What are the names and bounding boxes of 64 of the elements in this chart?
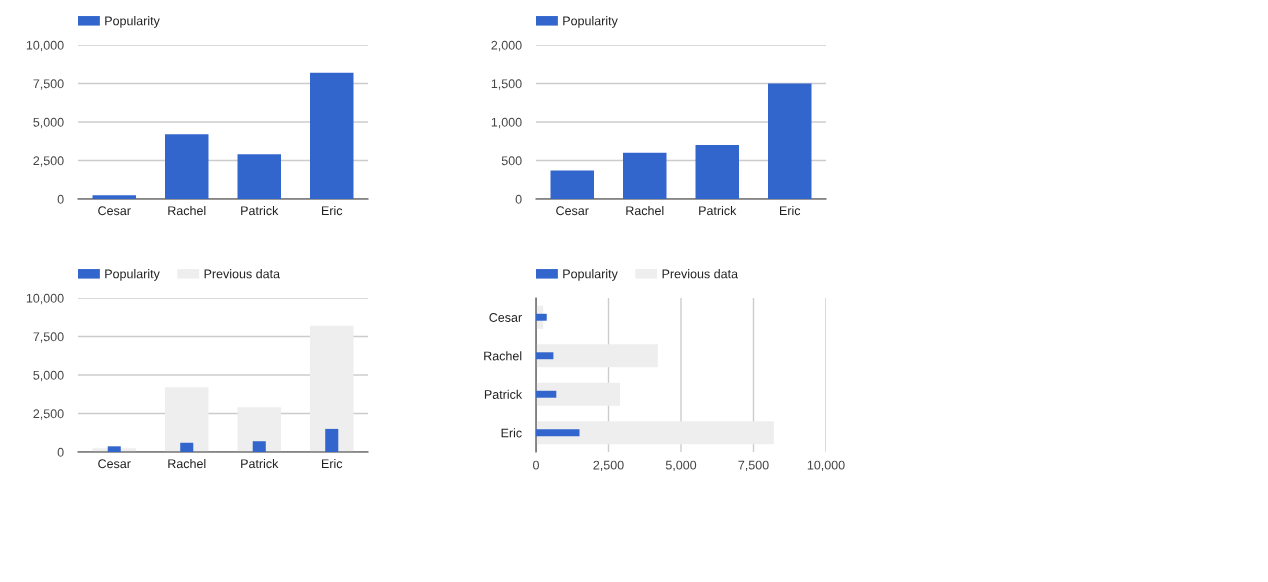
bar: [310, 325, 354, 452]
x-tick-label: Cesar: [98, 459, 131, 469]
bar: [252, 441, 266, 452]
legend-label: Previous data: [662, 269, 739, 279]
bar: [237, 154, 281, 199]
y-tick-label: 5,000: [33, 117, 64, 129]
y-tick-label: 7,500: [33, 79, 64, 90]
legend-label: Popularity: [563, 16, 618, 28]
bar: [180, 442, 194, 452]
bar: [536, 382, 621, 406]
legend-label: Popularity: [563, 269, 618, 281]
y-tick-label: 0: [515, 194, 522, 204]
bar: [768, 83, 812, 199]
legend-label: Popularity: [105, 269, 160, 281]
bar: [165, 387, 209, 452]
y-tick-label: Eric: [501, 428, 522, 438]
y-tick-label: 5,000: [33, 370, 64, 382]
bar: [550, 170, 594, 199]
x-tick-label: Cesar: [556, 206, 589, 216]
x-tick-label: 7,500: [738, 460, 769, 471]
x-tick-label: Rachel: [626, 205, 664, 216]
y-tick-label: 500: [501, 156, 522, 166]
x-tick-label: Patrick: [241, 458, 279, 469]
x-tick-label: 10,000: [807, 460, 845, 471]
x-tick-label: Rachel: [168, 458, 206, 469]
bar: [536, 344, 658, 368]
y-tick-label: 7,500: [33, 332, 64, 343]
bar: [536, 352, 554, 360]
bar: [165, 134, 209, 199]
x-tick-label: Eric: [322, 205, 343, 216]
y-tick-label: 1,500: [491, 79, 522, 90]
x-tick-label: Eric: [322, 458, 343, 469]
bar: [536, 313, 547, 321]
y-tick-label: Patrick: [484, 389, 523, 399]
x-tick-label: Patrick: [241, 205, 279, 216]
bar: [695, 145, 739, 199]
y-tick-label: 10,000: [26, 293, 64, 305]
x-tick-label: Cesar: [98, 206, 131, 216]
y-tick-label: 0: [57, 447, 64, 457]
y-tick-label: 2,000: [491, 40, 522, 52]
x-tick-label: 0: [533, 460, 539, 470]
y-tick-label: 10,000: [26, 40, 64, 52]
x-tick-label: 5,000: [665, 460, 697, 471]
x-tick-label: 2,500: [593, 460, 624, 471]
x-tick-label: Patrick: [699, 205, 737, 216]
x-tick-label: Rachel: [168, 205, 206, 216]
bar: [107, 446, 121, 452]
bar: [536, 390, 557, 398]
bar: [310, 72, 354, 199]
legend-label: Previous data: [204, 269, 281, 279]
legend-label: Popularity: [105, 16, 160, 28]
y-tick-label: Rachel: [484, 351, 522, 361]
x-tick-label: Eric: [780, 205, 801, 216]
y-tick-label: 2,500: [33, 409, 64, 420]
y-tick-label: Cesar: [489, 313, 522, 322]
bar: [536, 429, 580, 437]
bar: [92, 195, 136, 199]
bar: [623, 152, 667, 199]
y-tick-label: 2,500: [33, 156, 64, 167]
bar: [325, 428, 339, 452]
y-tick-label: 1,000: [491, 117, 522, 129]
bar: [237, 407, 281, 452]
y-tick-label: 0: [57, 194, 64, 204]
bar: [536, 421, 774, 445]
